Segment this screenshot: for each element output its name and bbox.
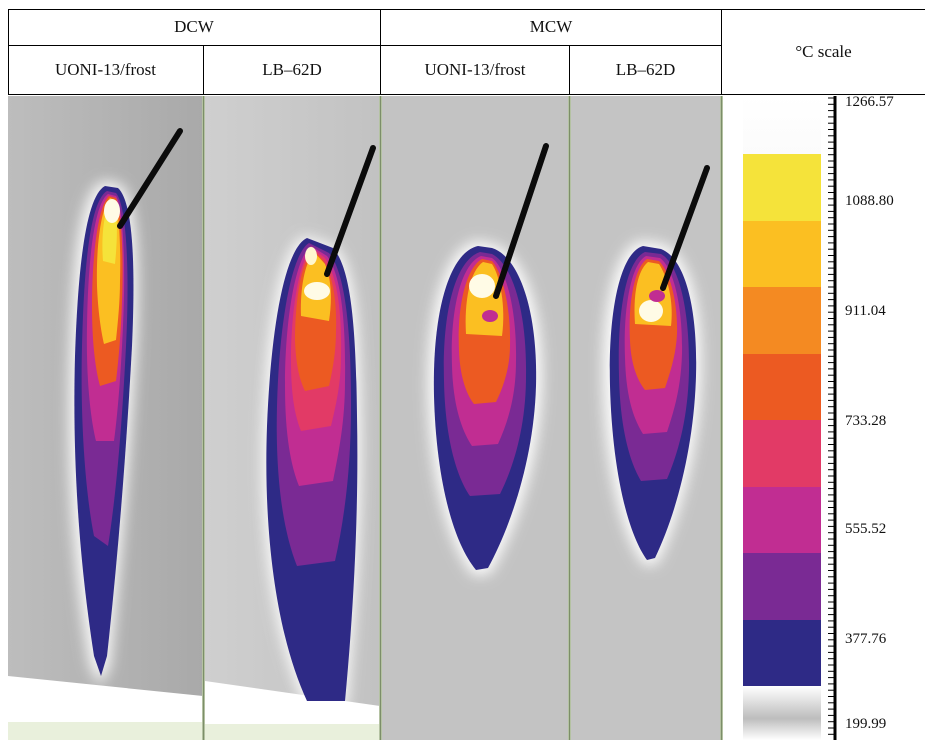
thermal-panel-mcw-uoni xyxy=(382,96,569,740)
scale-header: °C scale xyxy=(722,10,925,94)
column-header-mcw-uoni: UONI-13/frost xyxy=(381,46,569,94)
scale-tick-label: 733.28 xyxy=(845,413,887,429)
scale-band-bottom-fade xyxy=(743,686,821,740)
scale-tick-label: 1266.57 xyxy=(845,94,894,110)
scale-tick-label: 555.52 xyxy=(845,521,887,537)
table-divider-mcw-sub xyxy=(569,45,570,95)
color-scale-axis xyxy=(828,96,837,740)
scale-band xyxy=(743,220,821,288)
panel-separator xyxy=(379,96,382,740)
scale-band xyxy=(743,553,821,620)
panel-separator xyxy=(568,96,571,740)
scale-band xyxy=(743,486,821,554)
table-divider-dcw-mcw xyxy=(380,9,381,95)
table-divider-mcw-scale xyxy=(721,9,722,95)
scale-band xyxy=(743,353,821,421)
table-border-top xyxy=(8,9,925,10)
scale-band xyxy=(743,619,821,687)
column-header-mcw-lb: LB–62D xyxy=(570,46,721,94)
panel-separator xyxy=(202,96,205,740)
scale-tick-label: 377.76 xyxy=(845,631,887,647)
scale-tick-label: 911.04 xyxy=(845,303,886,319)
column-header-dcw-lb: LB–62D xyxy=(204,46,380,94)
thermal-panel-dcw-lb xyxy=(205,96,380,740)
scale-band-top-fade xyxy=(743,96,821,154)
color-scale-bar xyxy=(743,96,821,740)
column-header-dcw-uoni: UONI-13/frost xyxy=(8,46,203,94)
panel-separator xyxy=(720,96,723,740)
scale-band xyxy=(743,420,821,487)
thermal-panel-dcw-uoni xyxy=(8,96,203,740)
group-header-dcw: DCW xyxy=(8,10,380,44)
color-scale xyxy=(723,96,925,740)
table-border-left xyxy=(8,9,9,95)
table-divider-dcw-sub xyxy=(203,45,204,95)
thermal-panel-mcw-lb xyxy=(571,96,721,740)
scale-tick-label: 199.99 xyxy=(845,716,887,732)
table-header-bottom xyxy=(8,94,925,95)
scale-band xyxy=(743,287,821,354)
scale-tick-label: 1088.80 xyxy=(845,193,894,209)
group-header-mcw: MCW xyxy=(381,10,721,44)
scale-band xyxy=(743,154,821,221)
table-row-divider xyxy=(8,45,722,46)
